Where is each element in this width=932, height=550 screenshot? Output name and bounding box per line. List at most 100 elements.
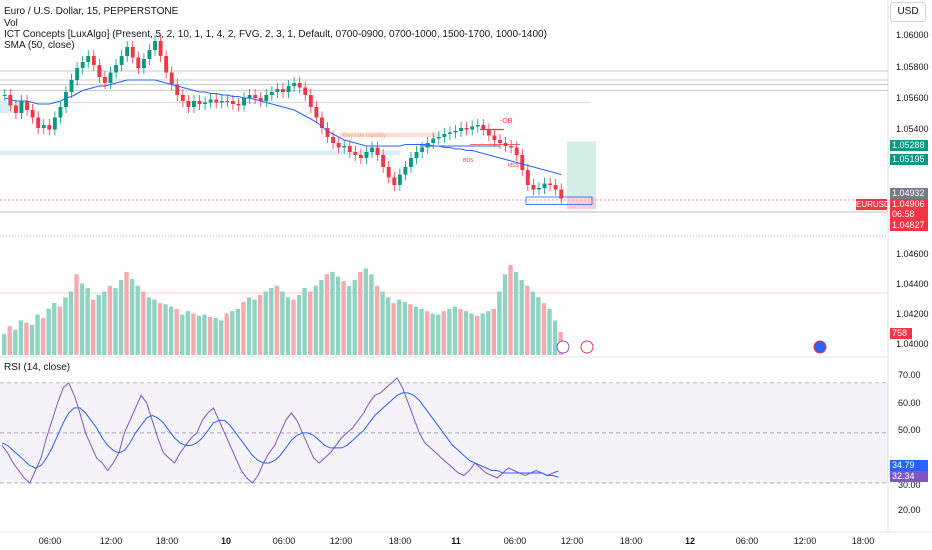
candle-body [347, 146, 352, 152]
candle-body [436, 137, 441, 139]
rsi-level-label: 50.00 [898, 425, 921, 435]
volume-bar [35, 314, 40, 355]
volume-bar [207, 316, 213, 355]
currency-button[interactable]: USD [890, 2, 926, 22]
candle-body [197, 101, 202, 104]
time-label: 12 [684, 536, 696, 546]
volume-bar [497, 291, 502, 355]
candle-body [364, 152, 369, 158]
volume-bar [185, 311, 190, 355]
candle-body [52, 117, 57, 130]
price-label: 1.04200 [896, 309, 929, 319]
candle-body [470, 126, 475, 130]
volume-bar [302, 288, 307, 355]
volume-bar [419, 308, 424, 355]
candle-body [158, 41, 163, 56]
candle-body [80, 62, 85, 68]
candle-body [420, 147, 425, 152]
symbol-legend[interactable]: Euro / U.S. Dollar, 15, PEPPERSTONE [4, 6, 179, 17]
volume-bar [280, 291, 285, 355]
candle-body [409, 158, 413, 167]
candle-body [559, 189, 564, 199]
candle-body [286, 86, 291, 92]
rsi-ma-line [1, 392, 559, 478]
candle-body [19, 101, 24, 113]
candle-body [91, 56, 96, 65]
stop-zone [567, 197, 596, 209]
order-block-box [525, 196, 593, 205]
price-tag: 1.05288 [890, 140, 928, 151]
volume-bar [57, 306, 63, 355]
candle-body [58, 107, 63, 118]
volume-bar [124, 271, 129, 355]
volume-bar [486, 311, 491, 355]
volume-bar [213, 318, 218, 355]
price-label: 1.05600 [896, 93, 929, 103]
volume-bar [502, 274, 508, 355]
candle-body [180, 95, 185, 101]
event-icon [813, 340, 827, 354]
price-tag: 1.04932 [890, 188, 928, 199]
countdown-tag: 06:58 [890, 209, 928, 220]
vol-legend[interactable]: Vol [4, 18, 18, 29]
volume-bar [113, 288, 118, 355]
candle-body [548, 183, 553, 185]
time-label: 18:00 [155, 536, 179, 546]
rsi-level-label: 70.00 [898, 370, 921, 380]
volume-bar [519, 280, 524, 355]
candle-body [69, 80, 74, 92]
volume-bar [424, 311, 430, 355]
volume-bar [413, 306, 419, 355]
candle-body [247, 95, 252, 98]
volume-bar [91, 299, 96, 355]
volume-bars [2, 265, 827, 355]
rsi-legend[interactable]: RSI (14, close) [4, 362, 71, 373]
sma-legend[interactable]: SMA (50, close) [4, 40, 75, 51]
time-label: 18:00 [619, 536, 643, 546]
candle-body [225, 101, 230, 102]
rsi-ma-tag: 32.34 [890, 471, 928, 482]
candle-body [464, 128, 469, 130]
volume-bar [230, 311, 235, 355]
buyside-zone [340, 132, 440, 137]
candle-body [13, 105, 18, 113]
volume-bar [263, 291, 268, 355]
candle-body [297, 83, 302, 88]
volume-bar [335, 276, 341, 355]
volume-bar [13, 329, 18, 355]
candle-body [203, 102, 208, 104]
volume-bar [235, 308, 241, 355]
volume-bar [85, 288, 90, 355]
volume-bar [352, 280, 357, 355]
price-label: 1.05400 [896, 124, 929, 134]
volume-bar [324, 274, 330, 355]
candle-body [375, 147, 380, 155]
candle-body [447, 132, 452, 134]
candle-body [358, 155, 363, 158]
candle-body [86, 56, 91, 62]
candle-body [292, 83, 297, 86]
volume-bar [146, 297, 152, 355]
volume-bar [402, 301, 407, 355]
ict-legend[interactable]: ICT Concepts [LuxAlgo] (Present, 5, 2, 1… [4, 29, 547, 40]
volume-bar [380, 291, 385, 355]
ob-label: -OB [500, 118, 513, 125]
volume-bar [29, 325, 35, 355]
volume-bar [163, 304, 168, 355]
candle-body [164, 56, 169, 73]
volume-bar [363, 268, 369, 355]
liquidity-zones [0, 70, 888, 294]
candle-body [153, 41, 157, 50]
target-zone [567, 141, 596, 197]
volume-bar [530, 291, 535, 355]
candle-body [219, 101, 224, 103]
volume-bar [157, 303, 163, 355]
candle-body [314, 107, 319, 118]
us-flag-icon [580, 340, 594, 354]
candle-body [509, 146, 514, 148]
volume-bar [141, 291, 146, 355]
candle-body [537, 188, 541, 190]
candle-body [175, 84, 180, 95]
candle-body [520, 155, 525, 170]
